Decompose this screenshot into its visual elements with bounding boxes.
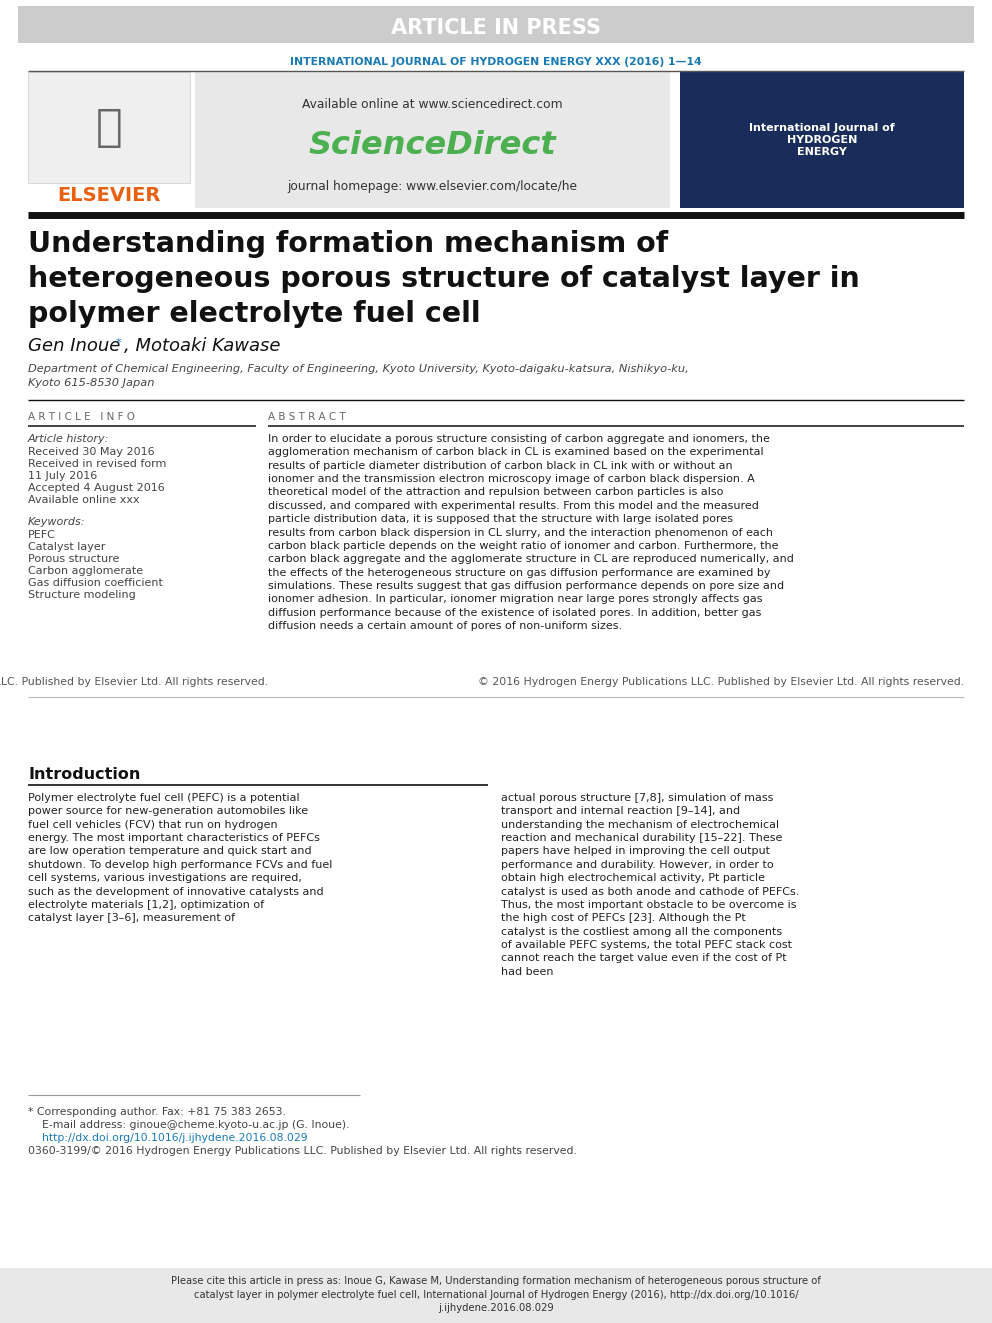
Text: Keywords:: Keywords:	[28, 517, 85, 527]
Text: http://dx.doi.org/10.1016/j.ijhydene.2016.08.029: http://dx.doi.org/10.1016/j.ijhydene.201…	[42, 1132, 308, 1143]
Text: A R T I C L E   I N F O: A R T I C L E I N F O	[28, 411, 135, 422]
Text: , Motoaki Kawase: , Motoaki Kawase	[124, 337, 281, 355]
Text: Please cite this article in press as: Inoue G, Kawase M, Understanding formation: Please cite this article in press as: In…	[171, 1275, 821, 1314]
Text: © 2016 Hydrogen Energy Publications LLC. Published by Elsevier Ltd. All rights r: © 2016 Hydrogen Energy Publications LLC.…	[478, 677, 964, 687]
Text: 11 July 2016: 11 July 2016	[28, 471, 97, 482]
Text: Catalyst layer: Catalyst layer	[28, 542, 105, 552]
Text: Available online at www.sciencedirect.com: Available online at www.sciencedirect.co…	[303, 98, 562, 111]
Text: International Journal of
HYDROGEN
ENERGY: International Journal of HYDROGEN ENERGY	[749, 123, 895, 156]
Text: PEFC: PEFC	[28, 531, 56, 540]
Text: ARTICLE IN PRESS: ARTICLE IN PRESS	[391, 17, 601, 37]
Bar	[0, 1267, 992, 1323]
Text: © 2016 Hydrogen Energy Publications LLC. Published by Elsevier Ltd. All rights r: © 2016 Hydrogen Energy Publications LLC.…	[0, 677, 268, 687]
Text: Department of Chemical Engineering, Faculty of Engineering, Kyoto University, Ky: Department of Chemical Engineering, Facu…	[28, 364, 688, 388]
Text: actual porous structure [7,8], simulation of mass
transport and internal reactio: actual porous structure [7,8], simulatio…	[501, 792, 800, 976]
Bar	[195, 71, 670, 208]
Text: Available online xxx: Available online xxx	[28, 495, 140, 505]
Text: Accepted 4 August 2016: Accepted 4 August 2016	[28, 483, 165, 493]
Text: Introduction: Introduction	[28, 767, 141, 782]
Text: Received in revised form: Received in revised form	[28, 459, 167, 468]
Text: In order to elucidate a porous structure consisting of carbon aggregate and iono: In order to elucidate a porous structure…	[268, 434, 794, 631]
Text: Polymer electrolyte fuel cell (PEFC) is a potential
power source for new-generat: Polymer electrolyte fuel cell (PEFC) is …	[28, 792, 332, 923]
Text: ELSEVIER: ELSEVIER	[58, 187, 161, 205]
Text: *: *	[116, 337, 122, 348]
Text: Structure modeling: Structure modeling	[28, 590, 136, 601]
Text: Gen Inoue: Gen Inoue	[28, 337, 120, 355]
Text: ScienceDirect: ScienceDirect	[309, 130, 557, 161]
Text: E-mail address: ginoue@cheme.kyoto-u.ac.jp (G. Inoue).: E-mail address: ginoue@cheme.kyoto-u.ac.…	[42, 1121, 349, 1130]
Text: Received 30 May 2016: Received 30 May 2016	[28, 447, 155, 456]
Text: 🌲: 🌲	[95, 106, 122, 149]
Text: INTERNATIONAL JOURNAL OF HYDROGEN ENERGY XXX (2016) 1—14: INTERNATIONAL JOURNAL OF HYDROGEN ENERGY…	[291, 57, 701, 67]
Text: Porous structure: Porous structure	[28, 554, 119, 564]
Text: Gas diffusion coefficient: Gas diffusion coefficient	[28, 578, 163, 587]
Text: Carbon agglomerate: Carbon agglomerate	[28, 566, 143, 576]
Text: journal homepage: www.elsevier.com/locate/he: journal homepage: www.elsevier.com/locat…	[288, 180, 577, 193]
Text: Understanding formation mechanism of
heterogeneous porous structure of catalyst : Understanding formation mechanism of het…	[28, 230, 860, 328]
Bar	[28, 71, 190, 183]
Text: A B S T R A C T: A B S T R A C T	[268, 411, 346, 422]
Text: * Corresponding author. Fax: +81 75 383 2653.: * Corresponding author. Fax: +81 75 383 …	[28, 1107, 286, 1117]
Bar	[18, 7, 974, 44]
Text: 0360-3199/© 2016 Hydrogen Energy Publications LLC. Published by Elsevier Ltd. Al: 0360-3199/© 2016 Hydrogen Energy Publica…	[28, 1146, 577, 1156]
Bar	[680, 71, 964, 208]
Text: Article history:: Article history:	[28, 434, 109, 445]
